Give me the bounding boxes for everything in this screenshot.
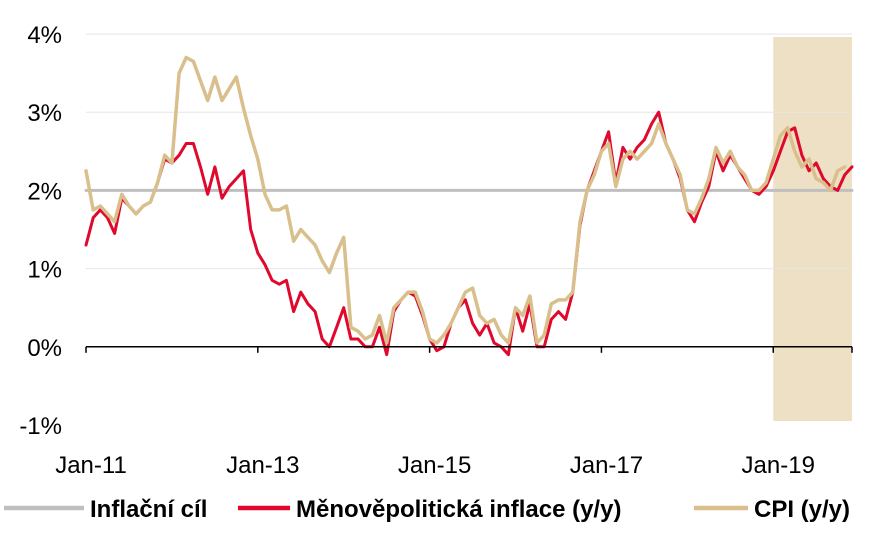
y-tick-label: 4%	[27, 22, 62, 49]
x-tick-label: Jan-17	[570, 452, 643, 479]
x-tick-label: Jan-15	[398, 452, 471, 479]
x-tick-label: Jan-13	[226, 452, 299, 479]
series-line-cpi	[84, 55, 847, 345]
series-line-monetary-inflation	[84, 110, 854, 357]
y-tick-label: -1%	[19, 413, 62, 440]
x-tick-label: Jan-11	[55, 452, 127, 479]
legend-label: Měnověpolitická inflace (y/y)	[296, 496, 621, 523]
y-tick-label: 1%	[27, 257, 62, 284]
y-tick-label: 0%	[27, 335, 62, 362]
y-tick-label: 2%	[27, 178, 62, 205]
y-tick-label: 3%	[27, 100, 62, 127]
legend-label: CPI (y/y)	[754, 496, 850, 523]
forecast-band	[773, 37, 852, 421]
legend-label: Inflační cíl	[90, 496, 207, 523]
x-tick-label: Jan-19	[742, 452, 815, 479]
